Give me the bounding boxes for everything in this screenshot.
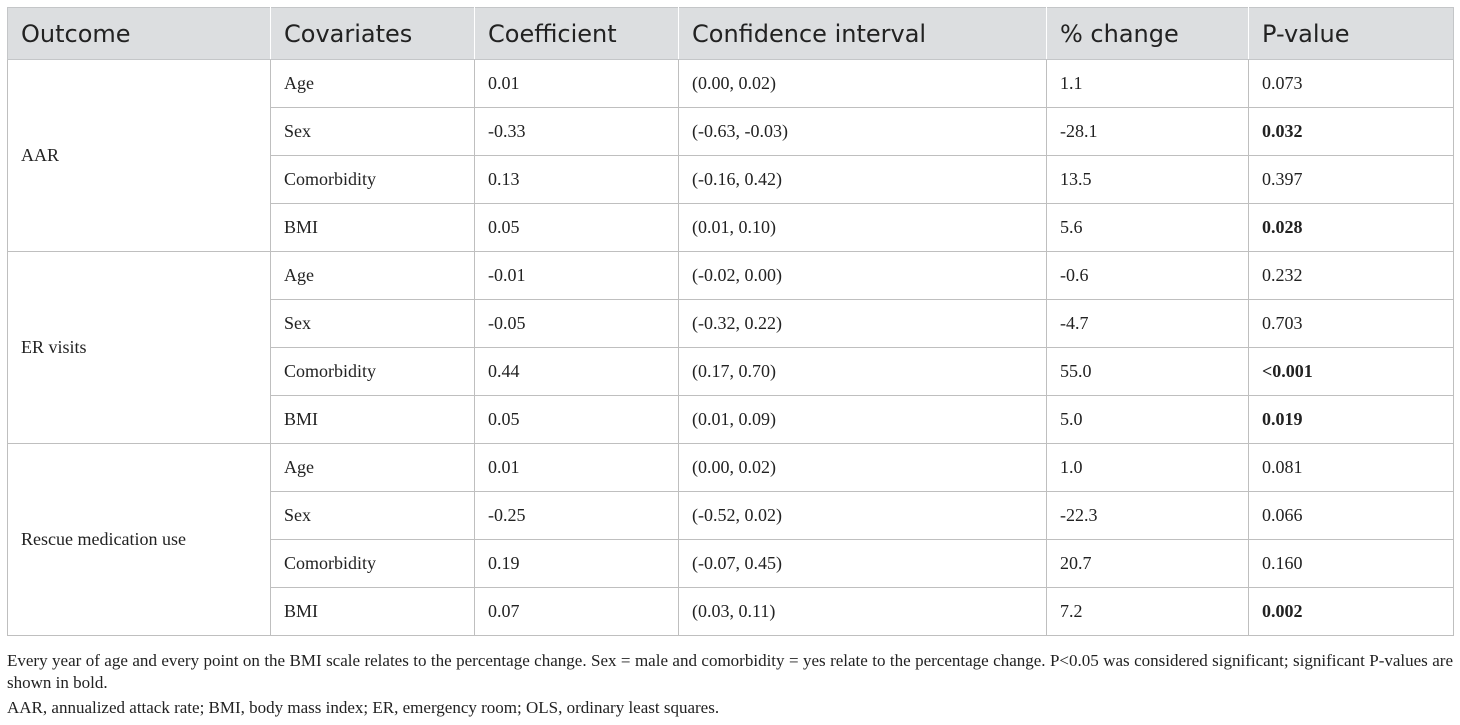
coefficient-cell: 0.05 bbox=[474, 395, 679, 444]
table-row: BMI 0.05 (0.01, 0.10) 5.6 0.028 bbox=[8, 203, 1454, 252]
covariate-cell: Sex bbox=[270, 299, 475, 348]
percent-change-cell: 1.0 bbox=[1046, 443, 1249, 492]
percent-change-cell: 55.0 bbox=[1046, 347, 1249, 396]
p-value-cell: 0.232 bbox=[1248, 251, 1454, 300]
coefficient-cell: 0.07 bbox=[474, 587, 679, 636]
p-value-cell: 0.160 bbox=[1248, 539, 1454, 588]
p-value-cell: 0.703 bbox=[1248, 299, 1454, 348]
covariate-cell: Comorbidity bbox=[270, 155, 475, 204]
confidence-interval-cell: (-0.16, 0.42) bbox=[678, 155, 1047, 204]
coefficient-cell: 0.05 bbox=[474, 203, 679, 252]
coefficient-cell: 0.13 bbox=[474, 155, 679, 204]
confidence-interval-cell: (-0.52, 0.02) bbox=[678, 491, 1047, 540]
confidence-interval-cell: (-0.32, 0.22) bbox=[678, 299, 1047, 348]
percent-change-cell: 1.1 bbox=[1046, 59, 1249, 108]
header-percent-change: % change bbox=[1046, 7, 1249, 60]
table-row: BMI 0.05 (0.01, 0.09) 5.0 0.019 bbox=[8, 395, 1454, 444]
table-row: Sex -0.33 (-0.63, -0.03) -28.1 0.032 bbox=[8, 107, 1454, 156]
coefficient-cell: -0.25 bbox=[474, 491, 679, 540]
coefficient-cell: 0.44 bbox=[474, 347, 679, 396]
table-row: Sex -0.05 (-0.32, 0.22) -4.7 0.703 bbox=[8, 299, 1454, 348]
regression-table: Outcome Covariates Coefficient Confidenc… bbox=[7, 7, 1454, 636]
p-value-cell: 0.081 bbox=[1248, 443, 1454, 492]
covariate-cell: Sex bbox=[270, 491, 475, 540]
header-row: Outcome Covariates Coefficient Confidenc… bbox=[7, 7, 1454, 60]
header-covariates: Covariates bbox=[270, 7, 475, 60]
covariate-cell: BMI bbox=[270, 587, 475, 636]
percent-change-cell: -0.6 bbox=[1046, 251, 1249, 300]
confidence-interval-cell: (-0.07, 0.45) bbox=[678, 539, 1047, 588]
covariate-cell: Comorbidity bbox=[270, 539, 475, 588]
outcome-cell: Rescue medication use bbox=[7, 443, 271, 636]
percent-change-cell: 5.6 bbox=[1046, 203, 1249, 252]
header-outcome: Outcome bbox=[7, 7, 271, 60]
coefficient-cell: -0.05 bbox=[474, 299, 679, 348]
percent-change-cell: -4.7 bbox=[1046, 299, 1249, 348]
confidence-interval-cell: (0.01, 0.10) bbox=[678, 203, 1047, 252]
percent-change-cell: 13.5 bbox=[1046, 155, 1249, 204]
percent-change-cell: 5.0 bbox=[1046, 395, 1249, 444]
confidence-interval-cell: (-0.63, -0.03) bbox=[678, 107, 1047, 156]
table-body: AAR Age 0.01 (0.00, 0.02) 1.1 0.073 Sex -0.33 (-… bbox=[7, 59, 1454, 636]
covariate-cell: BMI bbox=[270, 203, 475, 252]
percent-change-cell: 7.2 bbox=[1046, 587, 1249, 636]
covariate-cell: Comorbidity bbox=[270, 347, 475, 396]
covariate-cell: Age bbox=[270, 59, 475, 108]
covariate-cell: Sex bbox=[270, 107, 475, 156]
p-value-cell: 0.066 bbox=[1248, 491, 1454, 540]
percent-change-cell: -22.3 bbox=[1046, 491, 1249, 540]
p-value-cell: 0.073 bbox=[1248, 59, 1454, 108]
p-value-cell: <0.001 bbox=[1248, 347, 1454, 396]
header-p-value: P-value bbox=[1248, 7, 1454, 60]
covariate-cell: BMI bbox=[270, 395, 475, 444]
confidence-interval-cell: (0.03, 0.11) bbox=[678, 587, 1047, 636]
covariate-cell: Age bbox=[270, 443, 475, 492]
table-row: BMI 0.07 (0.03, 0.11) 7.2 0.002 bbox=[8, 587, 1454, 636]
header-coefficient: Coefficient bbox=[474, 7, 679, 60]
table-row: Comorbidity 0.13 (-0.16, 0.42) 13.5 0.397 bbox=[8, 155, 1454, 204]
footnote-significance: Every year of age and every point on the… bbox=[7, 651, 1453, 692]
table-row: Rescue medication use Age 0.01 (0.00, 0.02)… bbox=[7, 443, 1454, 636]
confidence-interval-cell: (0.01, 0.09) bbox=[678, 395, 1047, 444]
percent-change-cell: -28.1 bbox=[1046, 107, 1249, 156]
coefficient-cell: 0.01 bbox=[474, 443, 679, 492]
coefficient-cell: 0.19 bbox=[474, 539, 679, 588]
table-row: ER visits Age -0.01 (-0.02, 0.00) -0.6 0.232 bbox=[7, 251, 1454, 444]
confidence-interval-cell: (0.17, 0.70) bbox=[678, 347, 1047, 396]
p-value-cell: 0.002 bbox=[1248, 587, 1454, 636]
coefficient-cell: -0.33 bbox=[474, 107, 679, 156]
coefficient-cell: 0.01 bbox=[474, 59, 679, 108]
covariate-cell: Age bbox=[270, 251, 475, 300]
table-row: AAR Age 0.01 (0.00, 0.02) 1.1 0.073 bbox=[7, 59, 1454, 252]
table-row: Comorbidity 0.44 (0.17, 0.70) 55.0 <0.001 bbox=[8, 347, 1454, 396]
confidence-interval-cell: (0.00, 0.02) bbox=[678, 59, 1047, 108]
coefficient-cell: -0.01 bbox=[474, 251, 679, 300]
confidence-interval-cell: (0.00, 0.02) bbox=[678, 443, 1047, 492]
table-header: Outcome Covariates Coefficient Confidenc… bbox=[7, 7, 1454, 60]
outcome-cell: ER visits bbox=[7, 251, 271, 444]
outcome-cell: AAR bbox=[7, 59, 271, 252]
p-value-cell: 0.019 bbox=[1248, 395, 1454, 444]
p-value-cell: 0.397 bbox=[1248, 155, 1454, 204]
percent-change-cell: 20.7 bbox=[1046, 539, 1249, 588]
footnote-abbreviations: AAR, annualized attack rate; BMI, body m… bbox=[7, 698, 720, 717]
header-confidence-interval: Confidence interval bbox=[678, 7, 1047, 60]
confidence-interval-cell: (-0.02, 0.00) bbox=[678, 251, 1047, 300]
p-value-cell: 0.032 bbox=[1248, 107, 1454, 156]
p-value-cell: 0.028 bbox=[1248, 203, 1454, 252]
